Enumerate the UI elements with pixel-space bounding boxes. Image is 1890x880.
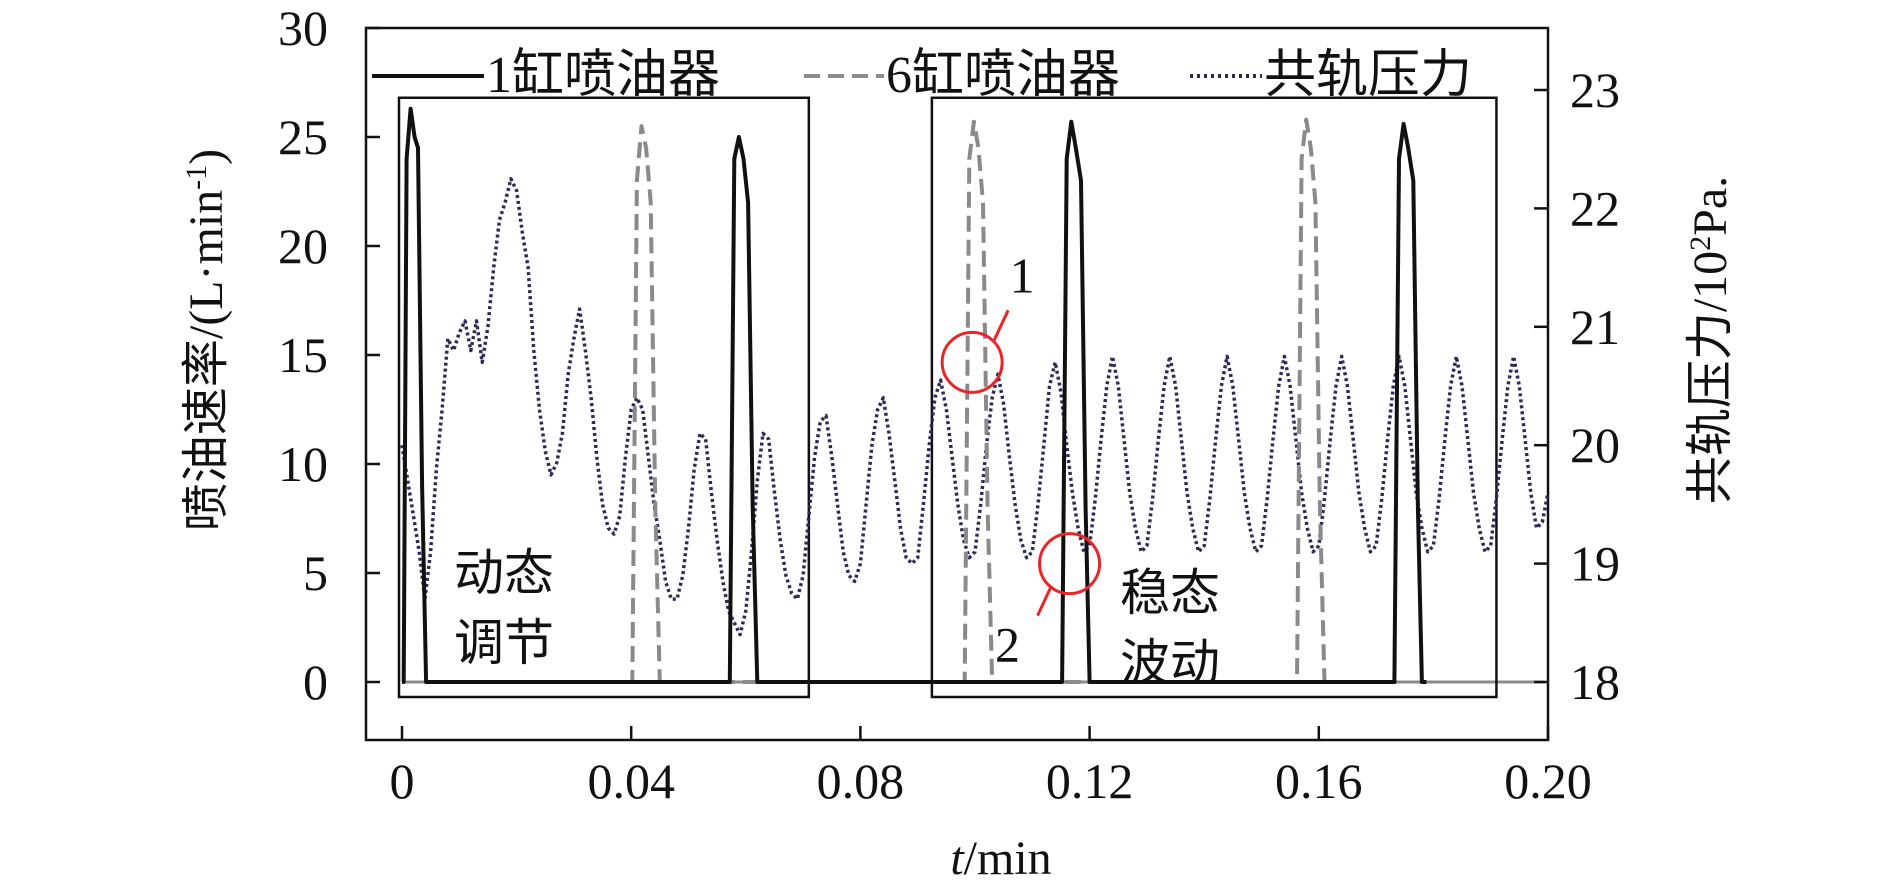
y-left-tick-label: 10 (278, 436, 328, 492)
y-right-tick-label: 19 (1570, 536, 1620, 592)
right-y-axis-title-sup: 2 (1684, 236, 1717, 251)
y-right-tick-label: 21 (1570, 299, 1620, 355)
x-tick-label: 0.08 (817, 753, 905, 809)
region-box (397, 96, 811, 699)
legend-label: 1缸喷油器 (486, 46, 720, 104)
annotation-circle (1038, 532, 1102, 596)
x-axis-title-italic: t (950, 832, 965, 880)
y-right-tick-label: 23 (1570, 62, 1620, 118)
left-y-axis-title-main: 喷油速率/(L·min (180, 190, 233, 531)
x-axis-title-rest: /min (964, 832, 1052, 880)
x-tick-label: 0.20 (1504, 753, 1592, 809)
left-y-axis-title-sup: -1 (180, 165, 213, 190)
series-line-共轨压力 (400, 177, 1550, 637)
annotations: 12 (940, 247, 1102, 673)
x-tick-label: 0.16 (1275, 753, 1363, 809)
y-left-tick-label: 30 (278, 0, 328, 56)
y-left-tick-label: 5 (303, 545, 328, 601)
region-label-line: 调节 (454, 615, 554, 671)
region-box (930, 96, 1498, 699)
y-left-tick-label: 25 (278, 109, 328, 165)
annotation-leader (992, 309, 1010, 341)
annotation-circle (940, 330, 1004, 394)
right-y-axis-title-rest: Pa. (1684, 176, 1737, 236)
right-y-axis-title: 共轨压力/102Pa. (1684, 176, 1738, 504)
y-right-tick-label: 20 (1570, 417, 1620, 473)
series-line-6缸喷油器 (628, 117, 1330, 684)
annotation-label: 2 (995, 617, 1020, 673)
y-right-tick-label: 18 (1570, 654, 1620, 710)
y-left-tick-label: 0 (303, 654, 328, 710)
legend-label: 共轨压力 (1264, 47, 1472, 104)
region-label-line: 动态 (454, 545, 554, 601)
region-label-line: 稳态 (1120, 565, 1220, 621)
left-y-axis-title-close: ) (180, 149, 233, 165)
y-right-tick-label: 22 (1570, 180, 1620, 236)
x-axis-title: t/min (950, 832, 1051, 880)
plot-border (364, 26, 1550, 742)
left-y-axis-title: 喷油速率/(L·min-1) (180, 149, 234, 531)
annotation-label: 1 (1010, 247, 1035, 303)
x-tick-label: 0.04 (587, 753, 675, 809)
x-tick-label: 0 (390, 753, 415, 809)
right-y-axis-title-main: 共轨压力/10 (1684, 251, 1737, 504)
x-tick-label: 0.12 (1046, 753, 1134, 809)
annotation-leader (1036, 584, 1053, 617)
axis-ticks: 0 0.04 0.08 0.12 0.16 0.20 0 5 10 15 20 25 30 18 19 20 2… (278, 0, 1620, 809)
series-line-1缸喷油器 (401, 106, 1427, 684)
legend: 1缸喷油器 6缸喷油器 共轨压力 (372, 46, 1472, 104)
series-lines (400, 106, 1550, 684)
y-left-tick-label: 20 (278, 218, 328, 274)
legend-label: 6缸喷油器 (886, 46, 1120, 104)
y-left-tick-label: 15 (278, 327, 328, 383)
